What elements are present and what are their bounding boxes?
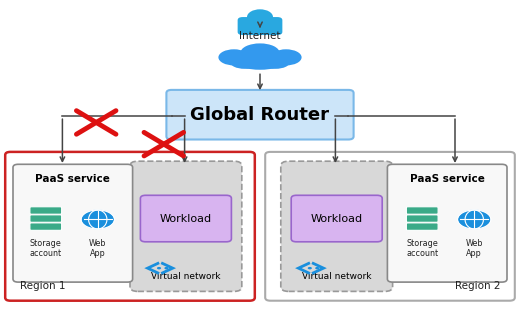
Text: Storage
account: Storage account: [30, 239, 62, 258]
Circle shape: [157, 267, 161, 269]
Text: Virtual network: Virtual network: [151, 272, 220, 281]
FancyBboxPatch shape: [166, 90, 354, 140]
Text: PaaS service: PaaS service: [35, 174, 110, 184]
FancyBboxPatch shape: [30, 215, 62, 222]
Text: PaaS service: PaaS service: [410, 174, 485, 184]
Text: Virtual network: Virtual network: [302, 272, 371, 281]
FancyBboxPatch shape: [30, 223, 62, 230]
Circle shape: [458, 210, 491, 229]
Text: Web
App: Web App: [89, 239, 107, 258]
Text: Workload: Workload: [160, 214, 212, 224]
FancyBboxPatch shape: [265, 152, 515, 301]
Text: Global Router: Global Router: [190, 106, 330, 124]
FancyBboxPatch shape: [140, 195, 231, 242]
Text: Storage
account: Storage account: [406, 239, 438, 258]
Text: Workload: Workload: [310, 214, 363, 224]
Ellipse shape: [240, 43, 280, 62]
Ellipse shape: [270, 49, 302, 65]
Circle shape: [315, 267, 319, 269]
FancyBboxPatch shape: [238, 17, 282, 35]
Ellipse shape: [230, 55, 259, 69]
FancyBboxPatch shape: [291, 195, 382, 242]
Circle shape: [247, 9, 273, 25]
FancyBboxPatch shape: [13, 164, 133, 282]
FancyBboxPatch shape: [387, 164, 507, 282]
Circle shape: [308, 267, 312, 269]
FancyBboxPatch shape: [30, 207, 62, 214]
FancyBboxPatch shape: [407, 223, 438, 230]
Text: Web
App: Web App: [465, 239, 483, 258]
FancyBboxPatch shape: [281, 161, 393, 291]
Circle shape: [81, 210, 114, 229]
Text: Internet: Internet: [239, 31, 281, 41]
Ellipse shape: [262, 55, 290, 69]
FancyBboxPatch shape: [130, 161, 242, 291]
Text: Region 1: Region 1: [20, 281, 66, 291]
Ellipse shape: [218, 49, 250, 65]
FancyBboxPatch shape: [5, 152, 255, 301]
Text: Region 2: Region 2: [454, 281, 500, 291]
FancyBboxPatch shape: [407, 215, 438, 222]
Circle shape: [164, 267, 168, 269]
FancyBboxPatch shape: [407, 207, 438, 214]
Ellipse shape: [238, 57, 282, 70]
